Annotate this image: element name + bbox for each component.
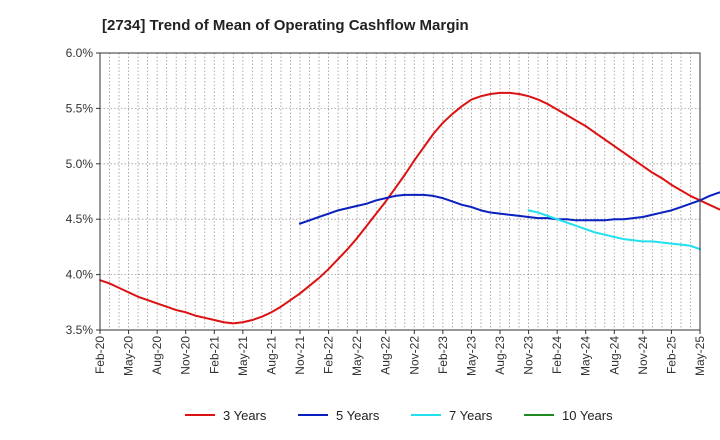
y-tick-label: 4.0% <box>66 268 94 282</box>
series-line-3-years <box>99 91 720 325</box>
y-tick-label: 4.5% <box>66 212 94 226</box>
x-tick-label: May-21 <box>236 336 250 376</box>
series-lines <box>99 91 720 325</box>
chart-title: [2734] Trend of Mean of Operating Cashfl… <box>102 17 469 34</box>
grid <box>100 52 700 331</box>
legend-label: 10 Years <box>562 408 613 423</box>
x-axis: Feb-20 May-20 Aug-20 Nov-20 Feb-21 May-21 Aug-… <box>93 330 707 376</box>
series-line-5-years <box>299 191 720 225</box>
x-tick-label: Aug-23 <box>493 336 507 375</box>
x-tick-label: Nov-22 <box>407 336 421 375</box>
y-tick-label: 5.0% <box>66 157 94 171</box>
x-tick-label: Feb-23 <box>436 336 450 374</box>
legend-label: 3 Years <box>223 408 267 423</box>
x-tick-label: May-22 <box>350 336 364 376</box>
x-tick-label: Aug-20 <box>150 336 164 375</box>
x-tick-label: Feb-25 <box>664 336 678 374</box>
series-line-7-years <box>527 209 701 251</box>
x-tick-label: Aug-21 <box>264 336 278 375</box>
x-tick-label: Aug-24 <box>607 336 621 375</box>
legend: 3 Years 5 Years 7 Years 10 Years <box>185 408 613 423</box>
x-tick-label: Nov-23 <box>522 336 536 375</box>
legend-label: 7 Years <box>449 408 493 423</box>
x-tick-label: Nov-20 <box>179 336 193 375</box>
y-tick-label: 3.5% <box>66 323 94 337</box>
plot-frame <box>99 52 701 331</box>
x-tick-label: May-23 <box>464 336 478 376</box>
x-tick-label: Feb-24 <box>550 336 564 374</box>
x-tick-label: May-25 <box>693 336 707 376</box>
x-tick-label: Nov-21 <box>293 336 307 375</box>
x-tick-label: Feb-20 <box>93 336 107 374</box>
x-tick-label: Aug-22 <box>379 336 393 375</box>
y-tick-label: 5.5% <box>66 101 94 115</box>
y-axis: 3.5% 4.0% 4.5% 5.0% 5.5% 6.0% <box>66 46 100 337</box>
x-tick-label: Feb-21 <box>207 336 221 374</box>
x-tick-label: Nov-24 <box>636 336 650 375</box>
legend-label: 5 Years <box>336 408 380 423</box>
x-tick-label: May-20 <box>122 336 136 376</box>
x-tick-label: Feb-22 <box>322 336 336 374</box>
x-tick-label: May-24 <box>579 336 593 376</box>
y-tick-label: 6.0% <box>66 46 94 60</box>
